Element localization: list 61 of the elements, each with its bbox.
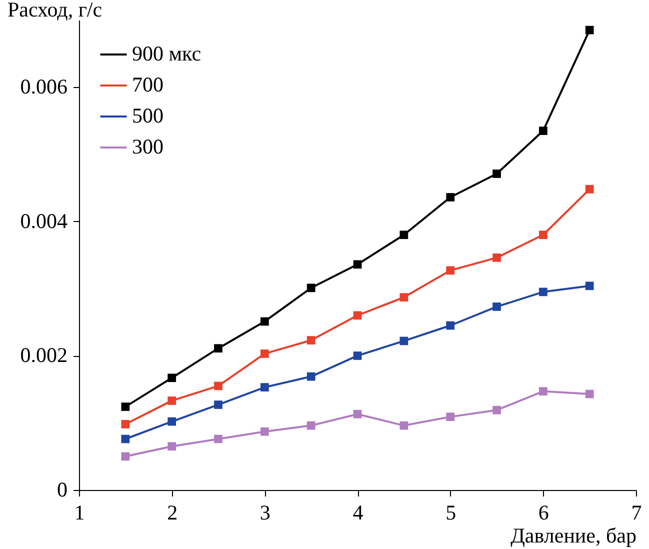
x-axis-title: Давление, бар	[510, 524, 636, 548]
x-tick-label: 7	[631, 500, 642, 524]
point	[400, 230, 408, 240]
point	[168, 396, 176, 405]
point	[585, 26, 594, 34]
point	[260, 317, 269, 326]
point	[446, 321, 455, 330]
x-tick-label: 2	[167, 500, 178, 524]
x-tick-label: 4	[352, 500, 364, 524]
point	[492, 254, 501, 262]
y-axis-title: Расход, г/с	[8, 0, 102, 22]
point	[121, 402, 130, 411]
point	[446, 193, 455, 202]
point	[400, 293, 408, 302]
point	[446, 412, 455, 421]
x-tick-label: 1	[74, 500, 85, 524]
y-tick-label: 0.006	[20, 74, 68, 99]
point	[353, 410, 362, 418]
point	[492, 170, 501, 178]
y-tick-label: 0	[57, 478, 68, 502]
point	[214, 400, 222, 409]
point	[538, 288, 548, 296]
legend-label: 700	[132, 72, 164, 96]
point	[538, 230, 548, 240]
point	[260, 383, 269, 392]
point	[168, 442, 176, 451]
point	[306, 284, 316, 292]
point	[260, 427, 269, 436]
point	[538, 126, 548, 135]
point	[121, 434, 130, 444]
legend-label: 900 мкс	[132, 42, 202, 66]
point	[121, 420, 130, 428]
point	[400, 336, 408, 346]
point	[353, 311, 362, 320]
point	[585, 390, 594, 398]
point	[260, 350, 269, 358]
point	[214, 344, 222, 353]
point	[538, 387, 548, 396]
x-tick-label: 6	[538, 500, 549, 524]
point	[168, 417, 176, 426]
y-tick-label: 0.002	[20, 343, 68, 368]
point	[492, 302, 501, 311]
point	[353, 352, 362, 360]
point	[400, 421, 408, 430]
y-tick-label: 0.004	[20, 208, 68, 233]
x-tick-label: 5	[446, 500, 456, 524]
point	[306, 336, 316, 344]
point	[585, 282, 594, 290]
point	[214, 434, 222, 444]
point	[306, 421, 316, 430]
point	[492, 406, 501, 414]
point	[585, 185, 594, 194]
point	[446, 266, 455, 275]
legend-label: 500	[132, 104, 164, 128]
point	[168, 374, 176, 382]
legend-label: 300	[132, 134, 164, 158]
point	[353, 260, 362, 269]
point	[214, 382, 222, 390]
x-tick-label: 3	[260, 500, 270, 524]
point	[121, 452, 130, 461]
point	[306, 372, 316, 381]
